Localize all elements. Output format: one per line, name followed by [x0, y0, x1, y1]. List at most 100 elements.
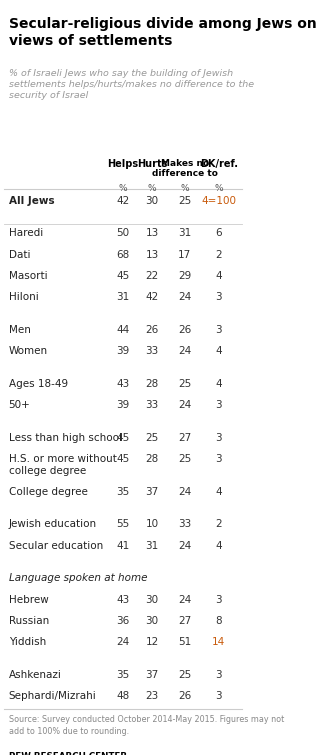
- Text: Russian: Russian: [9, 616, 49, 626]
- Text: 4: 4: [216, 271, 222, 281]
- Text: 35: 35: [116, 487, 130, 497]
- Text: 24: 24: [178, 541, 191, 550]
- Text: 25: 25: [178, 670, 191, 680]
- Text: 3: 3: [216, 325, 222, 335]
- Text: 42: 42: [116, 196, 130, 206]
- Text: 3: 3: [216, 594, 222, 605]
- Text: 31: 31: [145, 541, 159, 550]
- Text: 4: 4: [216, 347, 222, 356]
- Text: 33: 33: [145, 400, 159, 410]
- Text: % of Israeli Jews who say the building of Jewish
settlements helps/hurts/makes n: % of Israeli Jews who say the building o…: [9, 69, 254, 100]
- Text: Haredi: Haredi: [9, 229, 43, 239]
- Text: %: %: [118, 184, 127, 193]
- Text: 3: 3: [216, 292, 222, 302]
- Text: 13: 13: [145, 229, 159, 239]
- Text: 24: 24: [178, 487, 191, 497]
- Text: 24: 24: [178, 594, 191, 605]
- Text: 3: 3: [216, 691, 222, 701]
- Text: 31: 31: [178, 229, 191, 239]
- Text: 30: 30: [145, 594, 159, 605]
- Text: 3: 3: [216, 670, 222, 680]
- Text: 33: 33: [178, 519, 191, 529]
- Text: 26: 26: [178, 691, 191, 701]
- Text: 44: 44: [116, 325, 130, 335]
- Text: 37: 37: [145, 487, 159, 497]
- Text: 68: 68: [116, 250, 130, 260]
- Text: 8: 8: [216, 616, 222, 626]
- Text: 6: 6: [216, 229, 222, 239]
- Text: 12: 12: [145, 637, 159, 647]
- Text: 27: 27: [178, 433, 191, 442]
- Text: Source: Survey conducted October 2014-May 2015. Figures may not
add to 100% due : Source: Survey conducted October 2014-Ma…: [9, 715, 284, 735]
- Text: 17: 17: [178, 250, 191, 260]
- Text: Helps: Helps: [107, 159, 138, 169]
- Text: 24: 24: [178, 347, 191, 356]
- Text: 10: 10: [145, 519, 159, 529]
- Text: 50+: 50+: [9, 400, 30, 410]
- Text: Less than high school: Less than high school: [9, 433, 122, 442]
- Text: %: %: [180, 184, 189, 193]
- Text: Language spoken at home: Language spoken at home: [9, 573, 147, 584]
- Text: 23: 23: [145, 691, 159, 701]
- Text: 22: 22: [145, 271, 159, 281]
- Text: Yiddish: Yiddish: [9, 637, 46, 647]
- Text: 26: 26: [178, 325, 191, 335]
- Text: 3: 3: [216, 400, 222, 410]
- Text: 31: 31: [116, 292, 130, 302]
- Text: 24: 24: [178, 292, 191, 302]
- Text: 43: 43: [116, 594, 130, 605]
- Text: Women: Women: [9, 347, 48, 356]
- Text: 33: 33: [145, 347, 159, 356]
- Text: 25: 25: [178, 379, 191, 389]
- Text: DK/ref.: DK/ref.: [200, 159, 238, 169]
- Text: 28: 28: [145, 454, 159, 464]
- Text: Sephardi/Mizrahi: Sephardi/Mizrahi: [9, 691, 96, 701]
- Text: 2: 2: [216, 519, 222, 529]
- Text: PEW RESEARCH CENTER: PEW RESEARCH CENTER: [9, 752, 127, 755]
- Text: 43: 43: [116, 379, 130, 389]
- Text: 36: 36: [116, 616, 130, 626]
- Text: 4: 4: [216, 487, 222, 497]
- Text: 30: 30: [145, 196, 159, 206]
- Text: 37: 37: [145, 670, 159, 680]
- Text: H.S. or more without
college degree: H.S. or more without college degree: [9, 454, 117, 476]
- Text: Hiloni: Hiloni: [9, 292, 39, 302]
- Text: 3: 3: [216, 454, 222, 464]
- Text: 24: 24: [116, 637, 130, 647]
- Text: Secular education: Secular education: [9, 541, 103, 550]
- Text: 29: 29: [178, 271, 191, 281]
- Text: 4: 4: [216, 541, 222, 550]
- Text: 2: 2: [216, 250, 222, 260]
- Text: 48: 48: [116, 691, 130, 701]
- Text: 45: 45: [116, 271, 130, 281]
- Text: 26: 26: [145, 325, 159, 335]
- Text: Jewish education: Jewish education: [9, 519, 97, 529]
- Text: 41: 41: [116, 541, 130, 550]
- Text: Masorti: Masorti: [9, 271, 47, 281]
- Text: 42: 42: [145, 292, 159, 302]
- Text: 24: 24: [178, 400, 191, 410]
- Text: 27: 27: [178, 616, 191, 626]
- Text: 4=100: 4=100: [201, 196, 236, 206]
- Text: 51: 51: [178, 637, 191, 647]
- Text: 14: 14: [212, 637, 226, 647]
- Text: All Jews: All Jews: [9, 196, 54, 206]
- Text: 25: 25: [178, 454, 191, 464]
- Text: 3: 3: [216, 433, 222, 442]
- Text: 45: 45: [116, 433, 130, 442]
- Text: 28: 28: [145, 379, 159, 389]
- Text: 4: 4: [216, 379, 222, 389]
- Text: Ages 18-49: Ages 18-49: [9, 379, 68, 389]
- Text: 13: 13: [145, 250, 159, 260]
- Text: 25: 25: [145, 433, 159, 442]
- Text: Secular-religious divide among Jews on
views of settlements: Secular-religious divide among Jews on v…: [9, 17, 316, 48]
- Text: 39: 39: [116, 400, 130, 410]
- Text: Makes no
difference to: Makes no difference to: [152, 159, 218, 178]
- Text: 25: 25: [178, 196, 191, 206]
- Text: Hebrew: Hebrew: [9, 594, 48, 605]
- Text: 30: 30: [145, 616, 159, 626]
- Text: Hurts: Hurts: [137, 159, 167, 169]
- Text: College degree: College degree: [9, 487, 88, 497]
- Text: %: %: [148, 184, 156, 193]
- Text: Dati: Dati: [9, 250, 30, 260]
